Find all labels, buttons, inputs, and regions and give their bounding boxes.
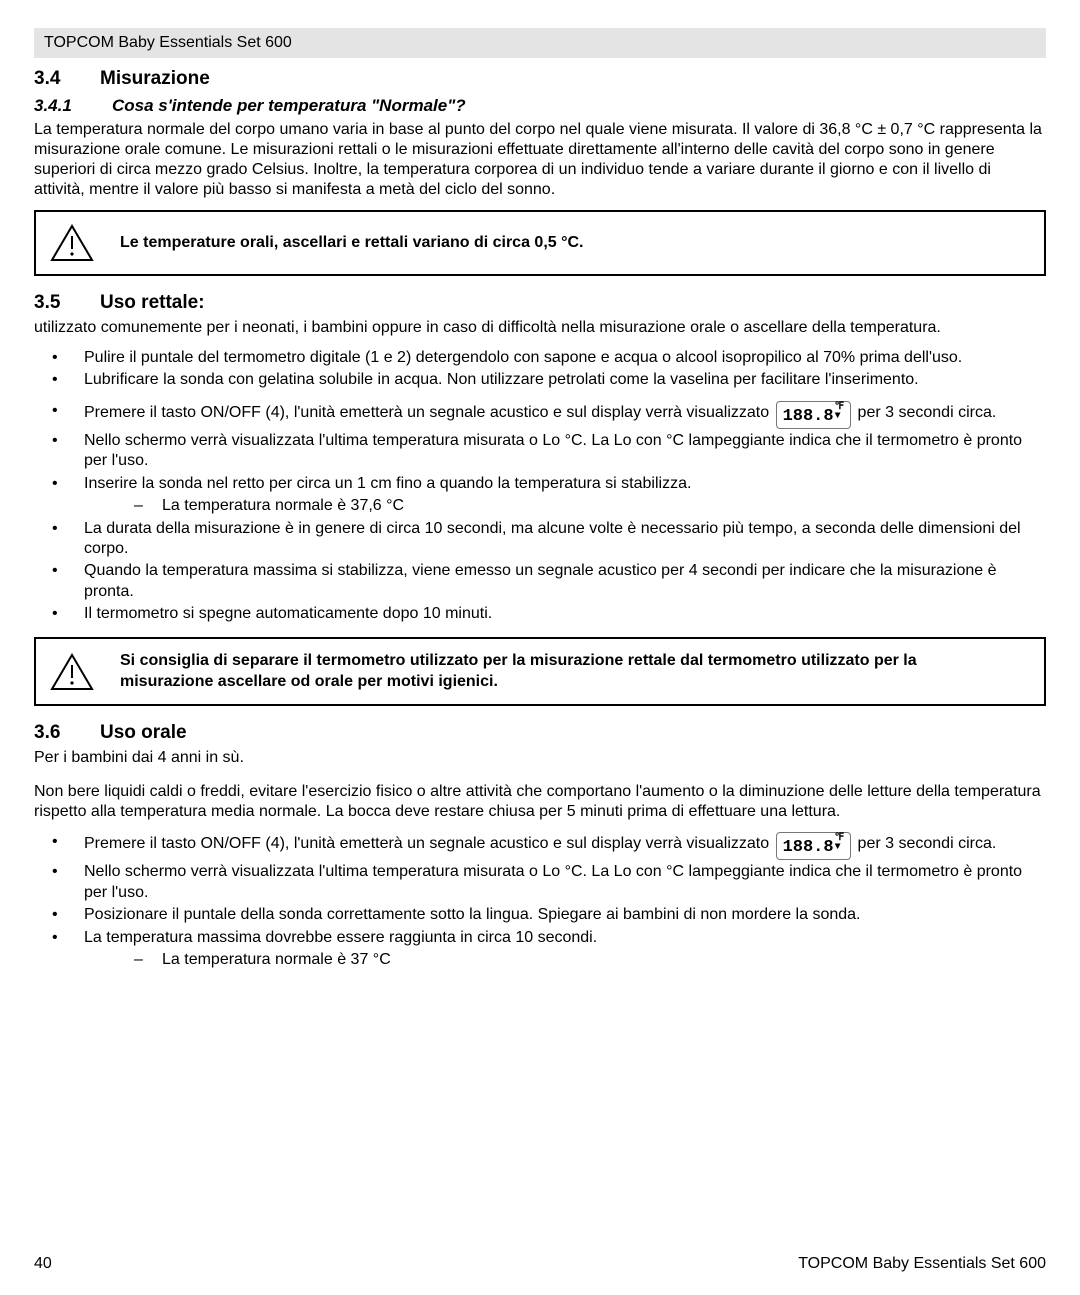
subsection-3-4-1-heading: 3.4.1Cosa s'intende per temperatura "Nor… xyxy=(34,96,1046,116)
dash-list: La temperatura normale è 37 °C xyxy=(84,950,1046,970)
warning-text: Le temperature orali, ascellari e rettal… xyxy=(120,233,584,254)
list-text-before: Premere il tasto ON/OFF (4), l'unità eme… xyxy=(84,404,774,421)
dash-item: La temperatura normale è 37,6 °C xyxy=(134,496,1046,516)
warning-icon xyxy=(50,224,94,262)
lcd-display-icon: 188.8℉▼ xyxy=(776,401,852,429)
list-item: La temperatura massima dovrebbe essere r… xyxy=(52,928,1046,971)
list-text-after: per 3 secondi circa. xyxy=(853,835,996,852)
list-item: Inserire la sonda nel retto per circa un… xyxy=(52,474,1046,517)
list-item: Posizionare il puntale della sonda corre… xyxy=(52,905,1046,925)
section-title: Misurazione xyxy=(100,68,210,89)
section-number: 3.4 xyxy=(34,68,100,90)
warning-box-34: Le temperature orali, ascellari e rettal… xyxy=(34,210,1046,276)
page: TOPCOM Baby Essentials Set 600 3.4Misura… xyxy=(0,0,1080,1295)
section-3-5-heading: 3.5Uso rettale: xyxy=(34,292,1046,314)
subsection-number: 3.4.1 xyxy=(34,96,112,116)
section-3-6-heading: 3.6Uso orale xyxy=(34,722,1046,744)
warning-icon xyxy=(50,653,94,691)
warning-box-35: Si consiglia di separare il termometro u… xyxy=(34,637,1046,707)
list-item: Nello schermo verrà visualizzata l'ultim… xyxy=(52,431,1046,472)
list-item: Quando la temperatura massima si stabili… xyxy=(52,561,1046,602)
lcd-display-icon: 188.8℉▼ xyxy=(776,832,852,860)
paragraph-3-4-1: La temperatura normale del corpo umano v… xyxy=(34,120,1046,200)
footer-title: TOPCOM Baby Essentials Set 600 xyxy=(798,1255,1046,1273)
list-item: Lubrificare la sonda con gelatina solubi… xyxy=(52,370,1046,390)
section-title: Uso rettale: xyxy=(100,292,205,313)
list-item: La durata della misurazione è in genere … xyxy=(52,519,1046,560)
section-number: 3.5 xyxy=(34,292,100,314)
section-number: 3.6 xyxy=(34,722,100,744)
warning-text: Si consiglia di separare il termometro u… xyxy=(120,651,960,693)
list-item: Premere il tasto ON/OFF (4), l'unità eme… xyxy=(52,832,1046,860)
dash-list: La temperatura normale è 37,6 °C xyxy=(84,496,1046,516)
list-item: Il termometro si spegne automaticamente … xyxy=(52,604,1046,624)
intro-3-6-b: Non bere liquidi caldi o freddi, evitare… xyxy=(34,782,1046,822)
list-text-before: Premere il tasto ON/OFF (4), l'unità eme… xyxy=(84,835,774,852)
page-number: 40 xyxy=(34,1255,52,1273)
list-item: Pulire il puntale del termometro digital… xyxy=(52,348,1046,368)
page-footer: 40 TOPCOM Baby Essentials Set 600 xyxy=(34,1255,1046,1273)
bullet-list-36: Premere il tasto ON/OFF (4), l'unità eme… xyxy=(34,832,1046,970)
intro-3-5: utilizzato comunemente per i neonati, i … xyxy=(34,318,1046,338)
list-item: Nello schermo verrà visualizzata l'ultim… xyxy=(52,862,1046,903)
bullet-list-35: Pulire il puntale del termometro digital… xyxy=(34,348,1046,625)
section-title: Uso orale xyxy=(100,722,187,743)
section-3-4-heading: 3.4Misurazione xyxy=(34,68,1046,90)
list-text-after: per 3 secondi circa. xyxy=(853,404,996,421)
intro-3-6-a: Per i bambini dai 4 anni in sù. xyxy=(34,748,1046,768)
dash-item: La temperatura normale è 37 °C xyxy=(134,950,1046,970)
list-item: Premere il tasto ON/OFF (4), l'unità eme… xyxy=(52,401,1046,429)
subsection-title: Cosa s'intende per temperatura "Normale"… xyxy=(112,96,466,115)
running-header: TOPCOM Baby Essentials Set 600 xyxy=(34,28,1046,58)
list-text: La temperatura massima dovrebbe essere r… xyxy=(84,929,597,946)
list-text: Inserire la sonda nel retto per circa un… xyxy=(84,475,691,492)
